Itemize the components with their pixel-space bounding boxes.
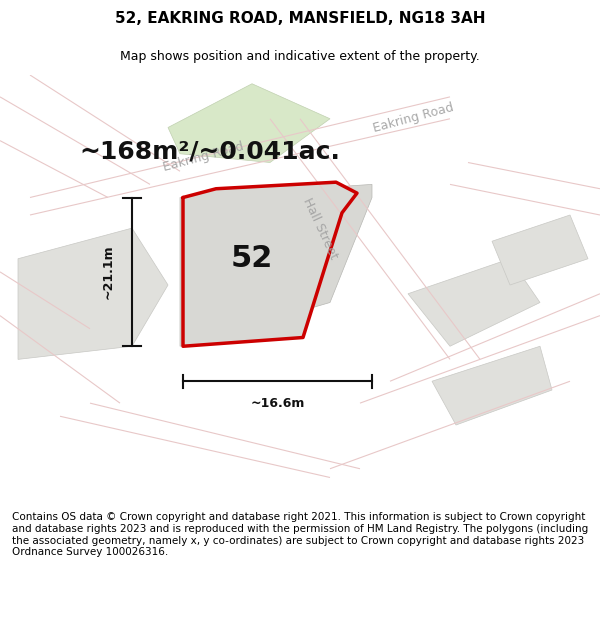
Polygon shape: [183, 182, 357, 346]
Polygon shape: [168, 84, 330, 162]
Text: Eakring Road: Eakring Road: [162, 140, 245, 174]
Text: ~16.6m: ~16.6m: [250, 397, 305, 409]
Polygon shape: [432, 346, 552, 425]
Polygon shape: [408, 259, 540, 346]
Text: Eakring Road: Eakring Road: [372, 101, 455, 135]
Text: 52: 52: [231, 244, 273, 273]
Text: ~168m²/~0.041ac.: ~168m²/~0.041ac.: [80, 139, 340, 164]
Polygon shape: [18, 228, 168, 359]
Text: 52, EAKRING ROAD, MANSFIELD, NG18 3AH: 52, EAKRING ROAD, MANSFIELD, NG18 3AH: [115, 11, 485, 26]
Text: ~21.1m: ~21.1m: [101, 244, 115, 299]
Text: Map shows position and indicative extent of the property.: Map shows position and indicative extent…: [120, 50, 480, 62]
Text: Contains OS data © Crown copyright and database right 2021. This information is : Contains OS data © Crown copyright and d…: [12, 512, 588, 558]
Polygon shape: [492, 215, 588, 285]
Text: Hall Street: Hall Street: [300, 196, 340, 262]
Polygon shape: [180, 184, 372, 346]
